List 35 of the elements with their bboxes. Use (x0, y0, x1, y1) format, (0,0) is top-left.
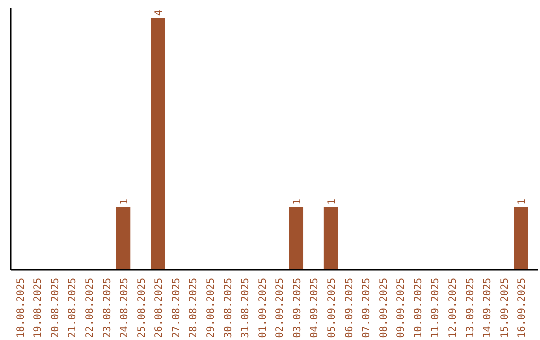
data-label: 1 (327, 198, 338, 206)
x-tick-label: 27.08.2025 (171, 278, 182, 338)
x-tick-label: 23.08.2025 (102, 278, 114, 338)
x-tick-label: 13.09.2025 (465, 278, 476, 338)
x-tick-label: 30.08.2025 (223, 278, 234, 338)
x-tick-label: 07.09.2025 (362, 278, 373, 338)
x-tick-label: 09.09.2025 (396, 278, 408, 338)
x-tick-label: 06.09.2025 (344, 278, 356, 338)
x-tick-label: 22.08.2025 (84, 278, 96, 338)
data-label: 1 (120, 198, 131, 206)
x-tick-label: 31.08.2025 (240, 278, 252, 338)
x-tick-label: 08.09.2025 (378, 278, 390, 338)
x-tick-label: 19.08.2025 (33, 278, 44, 338)
x-tick-label: 20.08.2025 (50, 278, 62, 338)
x-tick-label: 10.09.2025 (413, 278, 424, 338)
x-tick-label: 25.08.2025 (136, 278, 148, 338)
x-tick-label: 11.09.2025 (430, 278, 442, 338)
x-tick-label: 02.09.2025 (275, 278, 286, 338)
x-tick-label: 29.08.2025 (206, 278, 217, 338)
x-tick-label: 14.09.2025 (482, 278, 494, 338)
x-tick-label: 16.09.2025 (517, 278, 528, 338)
x-tick-label: 03.09.2025 (292, 278, 304, 338)
data-label: 1 (292, 198, 304, 206)
x-tick-label: 24.08.2025 (120, 278, 131, 338)
data-label: 1 (517, 198, 528, 206)
x-tick-label: 18.08.2025 (16, 278, 27, 338)
x-tick-label: 26.08.2025 (154, 278, 166, 338)
x-tick-label: 12.09.2025 (448, 278, 460, 338)
x-tick-label: 05.09.2025 (327, 278, 338, 338)
data-label: 4 (154, 10, 166, 16)
x-tick-label: 21.08.2025 (68, 278, 79, 338)
x-tick-label: 04.09.2025 (310, 278, 321, 338)
x-tick-label: 28.08.2025 (188, 278, 200, 338)
x-tick-label: 01.09.2025 (258, 278, 269, 338)
x-tick-label: 15.09.2025 (500, 278, 511, 338)
